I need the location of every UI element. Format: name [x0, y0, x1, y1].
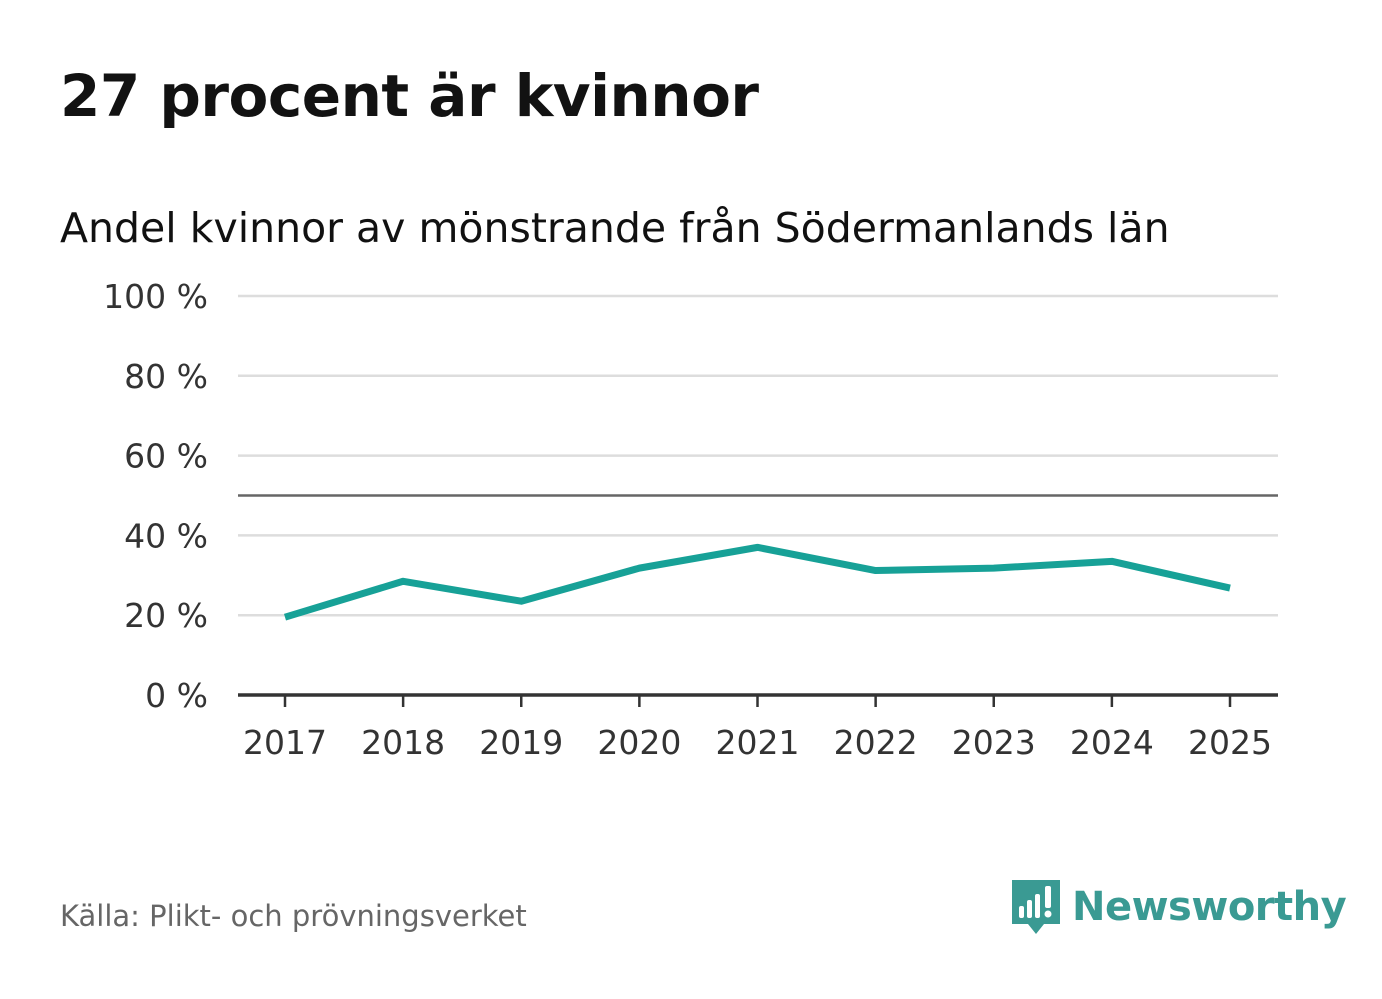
- y-tick-label: 80 %: [124, 357, 208, 396]
- x-tick-label-2025: 2025: [1188, 723, 1272, 762]
- x-tick-label-2024: 2024: [1070, 723, 1154, 762]
- x-tick-label-2019: 2019: [479, 723, 563, 762]
- brand-logo: Newsworthy: [1010, 876, 1347, 938]
- x-tick-label-2021: 2021: [716, 723, 800, 762]
- y-tick-label: 60 %: [124, 437, 208, 476]
- chart-title: 27 procent är kvinnor: [60, 62, 759, 130]
- x-tick-label-2020: 2020: [597, 723, 681, 762]
- x-tick-label-2018: 2018: [361, 723, 445, 762]
- x-tick-label-2022: 2022: [834, 723, 918, 762]
- brand-name: Newsworthy: [1072, 884, 1347, 930]
- y-tick-label: 40 %: [124, 516, 208, 555]
- series-line-0: [283, 543, 1231, 621]
- chart-subtitle: Andel kvinnor av mönstrande från Söderma…: [60, 204, 1170, 252]
- newsworthy-logo-icon: [1012, 880, 1060, 934]
- y-tick-label: 0 %: [145, 676, 208, 715]
- y-tick-label: 100 %: [103, 277, 208, 316]
- x-tick-label-2023: 2023: [952, 723, 1036, 762]
- source-note: Källa: Plikt- och prövningsverket: [60, 899, 527, 933]
- x-tick-label-2017: 2017: [243, 723, 327, 762]
- y-tick-label: 20 %: [124, 596, 208, 635]
